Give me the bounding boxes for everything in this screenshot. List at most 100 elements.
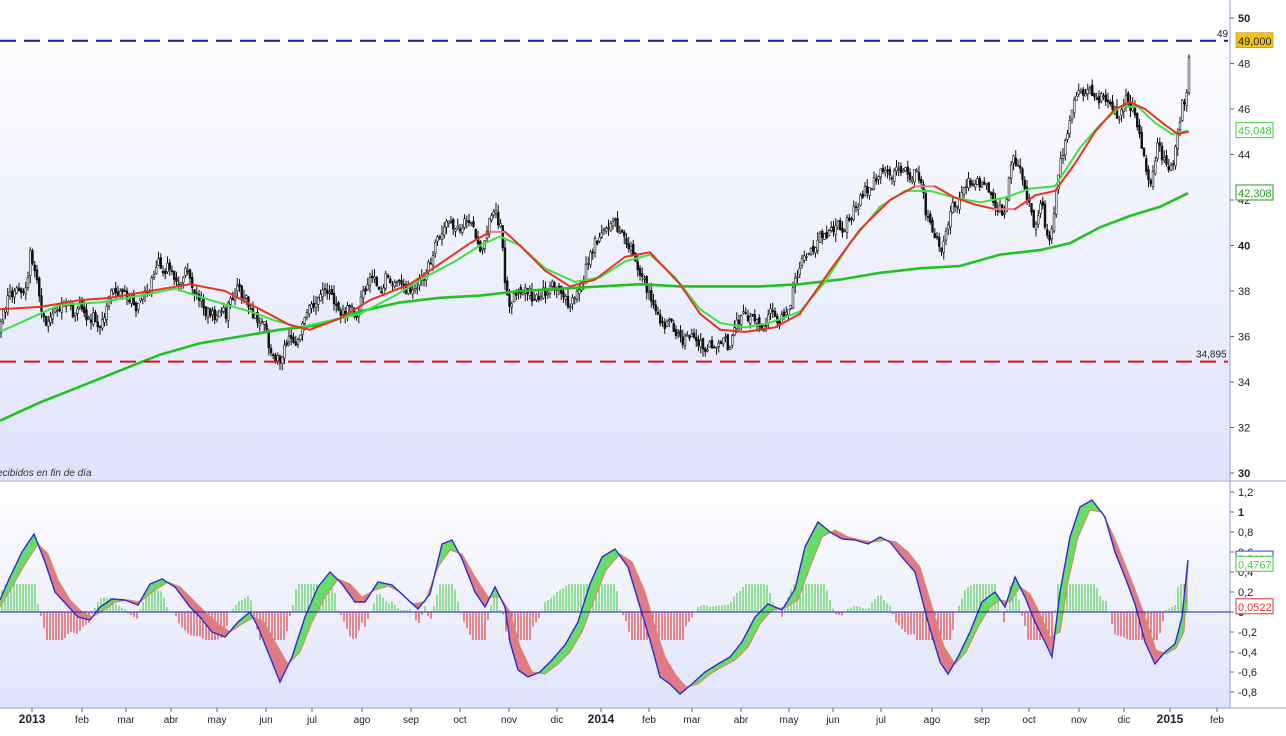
- candle: [438, 234, 441, 241]
- candle: [877, 175, 880, 185]
- candle: [447, 220, 450, 228]
- fill-slice: [449, 539, 453, 551]
- candle-body: [623, 231, 626, 237]
- candle-body: [294, 341, 297, 346]
- candle-body: [976, 178, 979, 185]
- candle: [620, 228, 624, 234]
- candle: [299, 334, 302, 342]
- osc-tick-label: -0,6: [1238, 667, 1257, 679]
- candle: [1050, 225, 1053, 244]
- candle-body: [515, 292, 518, 296]
- candle-body: [123, 290, 126, 293]
- candle: [1100, 91, 1103, 104]
- candle-body: [242, 296, 246, 300]
- candle: [539, 291, 543, 301]
- sma-red-segment: [594, 255, 626, 281]
- candle: [629, 241, 633, 257]
- candle-body: [1178, 121, 1182, 130]
- candle-body: [1187, 56, 1191, 94]
- candle: [434, 239, 437, 258]
- candle: [967, 172, 970, 192]
- candle-body: [787, 308, 790, 316]
- candle: [1070, 109, 1074, 124]
- sma-red-segment: [224, 290, 261, 311]
- candle-body: [470, 222, 473, 224]
- candle: [672, 319, 675, 332]
- candle-body: [830, 227, 833, 231]
- candle-body: [1104, 94, 1107, 102]
- sma-red-segment: [1114, 101, 1131, 110]
- candle: [488, 218, 491, 238]
- candle-body: [560, 286, 563, 294]
- candle-body: [742, 311, 745, 314]
- candle: [98, 325, 102, 335]
- candle-body: [744, 312, 747, 314]
- candle: [317, 296, 320, 312]
- candle-body: [616, 218, 619, 232]
- candle-body: [1172, 163, 1175, 165]
- candle-body: [512, 293, 516, 303]
- candle: [830, 221, 833, 233]
- candle: [868, 187, 871, 200]
- candle: [175, 271, 178, 286]
- candle: [1181, 99, 1184, 123]
- candle-body: [312, 302, 315, 308]
- osc-tick-label: -0,8: [1238, 687, 1257, 699]
- candle-body: [1082, 89, 1085, 96]
- candle-body: [1070, 109, 1074, 120]
- candle: [377, 286, 381, 291]
- candle: [665, 319, 669, 328]
- candle-body: [992, 192, 995, 203]
- candle-body: [715, 346, 718, 349]
- candle: [969, 177, 972, 188]
- candle-body: [220, 311, 223, 313]
- candle: [571, 294, 574, 310]
- candle: [796, 270, 799, 284]
- candle-body: [816, 239, 819, 251]
- candle: [1079, 87, 1083, 94]
- candle-body: [328, 291, 331, 294]
- candle: [497, 204, 500, 230]
- candle-body: [708, 341, 711, 348]
- candle: [897, 162, 900, 177]
- candle-body: [839, 220, 842, 230]
- candle-body: [1149, 180, 1152, 185]
- candle: [1068, 115, 1071, 139]
- candle-body: [94, 312, 97, 323]
- candle: [773, 307, 777, 318]
- candle-body: [411, 289, 414, 295]
- candle-body: [114, 287, 117, 294]
- candle-body: [805, 256, 808, 258]
- candle: [449, 215, 453, 224]
- candle-body: [375, 277, 378, 287]
- osc-value-tag-box: [1235, 555, 1274, 572]
- candle-body: [899, 165, 903, 173]
- candle-body: [1151, 170, 1155, 187]
- candle: [94, 309, 97, 323]
- candle-body: [1093, 93, 1096, 98]
- candle-body: [859, 194, 862, 206]
- sma-red-segment: [409, 262, 441, 286]
- candle-body: [443, 226, 446, 236]
- candle-body: [551, 281, 554, 287]
- candle: [593, 235, 597, 258]
- candle-body: [317, 297, 320, 305]
- candle: [890, 175, 894, 185]
- sma-red-segment: [1054, 162, 1076, 192]
- candle: [481, 247, 484, 255]
- candle-body: [213, 309, 216, 321]
- sma-long-line: [0, 192, 1189, 422]
- candle: [474, 228, 477, 239]
- candle: [724, 333, 727, 343]
- candle-body: [868, 187, 871, 196]
- candle: [24, 281, 27, 301]
- candle-body: [13, 290, 16, 298]
- candle: [704, 346, 707, 357]
- candle: [1151, 165, 1155, 190]
- candle: [674, 325, 678, 340]
- candle: [1111, 95, 1114, 112]
- resistance-tag: 49,000: [1235, 32, 1274, 49]
- candle: [949, 205, 952, 235]
- candle: [490, 213, 493, 223]
